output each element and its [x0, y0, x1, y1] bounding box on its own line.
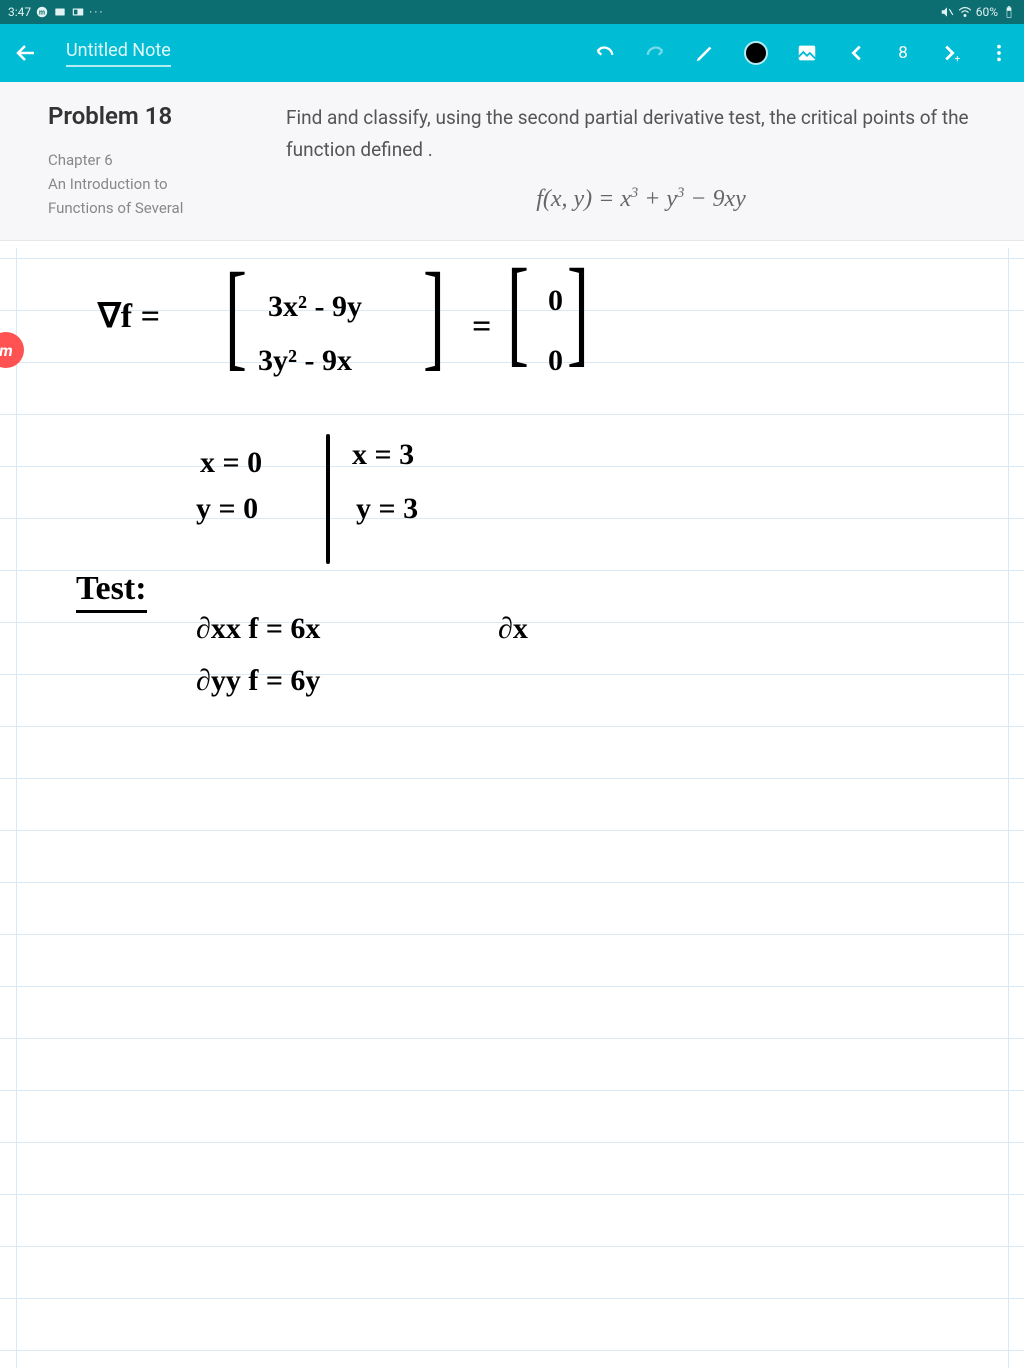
- problem-card: Problem 18 Chapter 6 An Introduction to …: [0, 82, 1024, 241]
- handwriting: x = 0: [200, 446, 262, 480]
- ruled-line: [0, 1298, 1024, 1299]
- status-right: 60%: [940, 5, 1016, 19]
- status-time: 3:47: [8, 5, 31, 19]
- problem-meta: Problem 18 Chapter 6 An Introduction to …: [48, 102, 238, 220]
- margin-line: [1008, 248, 1009, 1368]
- handwriting: [: [225, 246, 247, 384]
- ruled-line: [0, 1194, 1024, 1195]
- handwriting: 3x² - 9y: [268, 290, 362, 324]
- note-title[interactable]: Untitled Note: [66, 40, 171, 67]
- ruled-line: [0, 466, 1024, 467]
- back-button[interactable]: [14, 41, 38, 65]
- notification-icon: [71, 5, 85, 19]
- undo-button[interactable]: [594, 42, 616, 64]
- ruled-line: [0, 934, 1024, 935]
- handwriting: y = 0: [196, 492, 258, 526]
- prev-page-button[interactable]: [846, 42, 868, 64]
- handwriting: ∂yy f = 6y: [196, 664, 320, 698]
- ruled-line: [0, 1350, 1024, 1351]
- handwriting: =: [472, 308, 491, 346]
- ruled-line: [0, 882, 1024, 883]
- problem-title: Problem 18: [48, 102, 238, 130]
- handwriting: ∇f =: [98, 296, 160, 336]
- android-status-bar: 3:47 m ··· 60%: [0, 0, 1024, 24]
- note-canvas[interactable]: m ∇f = [ 3x² - 9y 3y² - 9x ] = [ 0 0 ] x…: [0, 248, 1024, 1368]
- app-toolbar: Untitled Note 8 +: [0, 24, 1024, 82]
- more-notifications: ···: [89, 5, 104, 19]
- handwriting: ]: [567, 242, 589, 380]
- ruled-line: [0, 1038, 1024, 1039]
- svg-text:+: +: [955, 54, 961, 64]
- battery-icon: [1002, 5, 1016, 19]
- handwriting: 0: [548, 344, 563, 378]
- problem-chapter: Chapter 6: [48, 148, 238, 172]
- ruled-line: [0, 518, 1024, 519]
- image-button[interactable]: [796, 42, 818, 64]
- ruled-line: [0, 414, 1024, 415]
- ruled-line: [0, 726, 1024, 727]
- wifi-icon: [958, 5, 972, 19]
- ruled-line: [0, 1142, 1024, 1143]
- ruled-line: [0, 830, 1024, 831]
- ruled-line: [0, 778, 1024, 779]
- margin-line: [16, 248, 17, 1368]
- handwriting: [: [507, 242, 529, 380]
- notification-icon: m: [35, 5, 49, 19]
- ruled-line: [0, 1246, 1024, 1247]
- problem-body: Find and classify, using the second part…: [286, 102, 996, 220]
- handwriting: x = 3: [352, 438, 414, 472]
- handwriting: ∂xx f = 6x: [196, 612, 320, 646]
- handwriting: ]: [423, 246, 445, 384]
- ruled-line: [0, 986, 1024, 987]
- battery-text: 60%: [976, 5, 998, 19]
- overflow-menu[interactable]: [988, 42, 1010, 64]
- notification-icon: [53, 5, 67, 19]
- color-picker[interactable]: [744, 41, 768, 65]
- handwriting: 0: [548, 284, 563, 318]
- problem-subtitle: Functions of Several: [48, 196, 238, 220]
- problem-subtitle: An Introduction to: [48, 172, 238, 196]
- mute-icon: [940, 5, 954, 19]
- pen-button[interactable]: [694, 42, 716, 64]
- redo-button[interactable]: [644, 42, 666, 64]
- toolbar-tools: 8 +: [594, 41, 1010, 65]
- handwriting: 3y² - 9x: [258, 344, 352, 378]
- page-number: 8: [896, 43, 910, 63]
- problem-question: Find and classify, using the second part…: [286, 102, 996, 167]
- problem-formula: f(x, y) = x3 + y3 − 9xy: [286, 185, 996, 213]
- handwriting: ∂x: [498, 612, 528, 646]
- ruled-line: [0, 674, 1024, 675]
- svg-text:m: m: [39, 9, 45, 16]
- ruled-line: [0, 1090, 1024, 1091]
- handwriting: y = 3: [356, 492, 418, 526]
- handwriting: Test:: [76, 570, 147, 613]
- ruled-line: [0, 570, 1024, 571]
- handwriting: [326, 434, 330, 564]
- status-left: 3:47 m ···: [8, 5, 105, 19]
- next-page-add-button[interactable]: +: [938, 42, 960, 64]
